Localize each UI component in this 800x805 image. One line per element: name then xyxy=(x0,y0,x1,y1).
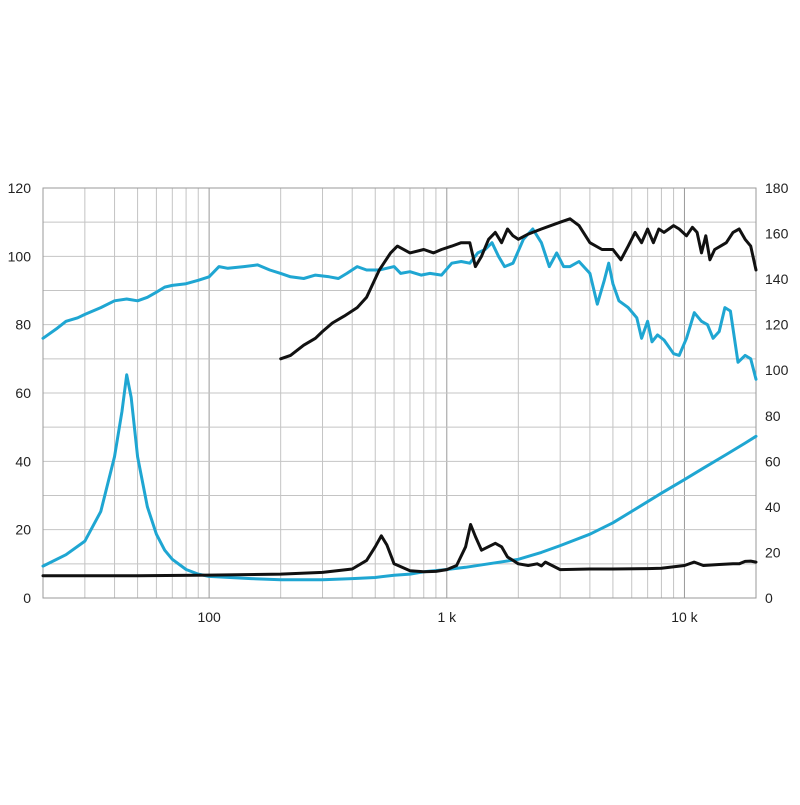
x-tick-label: 100 xyxy=(197,609,221,625)
y2-tick-label: 100 xyxy=(765,362,789,378)
y2-tick-label: 0 xyxy=(765,590,773,606)
y-tick-label: 60 xyxy=(15,385,31,401)
y-tick-label: 100 xyxy=(8,248,32,264)
y2-tick-label: 140 xyxy=(765,271,789,287)
plot-border xyxy=(42,187,757,599)
y2-tick-label: 120 xyxy=(765,317,789,333)
series-group xyxy=(41,217,758,582)
series-line-3 xyxy=(41,523,758,578)
grid xyxy=(42,187,757,599)
y2-tick-label: 180 xyxy=(765,180,789,196)
y-tick-label: 0 xyxy=(23,590,31,606)
series-line-2 xyxy=(41,373,758,582)
y2-tick-label: 80 xyxy=(765,408,781,424)
y-tick-label: 20 xyxy=(15,522,31,538)
x-tick-label: 1 k xyxy=(437,609,457,625)
y-tick-label: 40 xyxy=(15,453,31,469)
y2-tick-label: 60 xyxy=(765,453,781,469)
y2-tick-label: 160 xyxy=(765,226,789,242)
series-line-4 xyxy=(279,217,758,361)
y2-tick-label: 40 xyxy=(765,499,781,515)
axes: 0 20 40 60 80 100 120 0 20 40 60 80 100 120 140 160 180 1… xyxy=(8,180,789,625)
y2-tick-label: 20 xyxy=(765,544,781,560)
y-tick-label: 80 xyxy=(15,317,31,333)
y-tick-label: 120 xyxy=(8,180,32,196)
x-tick-label: 10 k xyxy=(671,609,698,625)
series-line-1 xyxy=(41,227,758,381)
